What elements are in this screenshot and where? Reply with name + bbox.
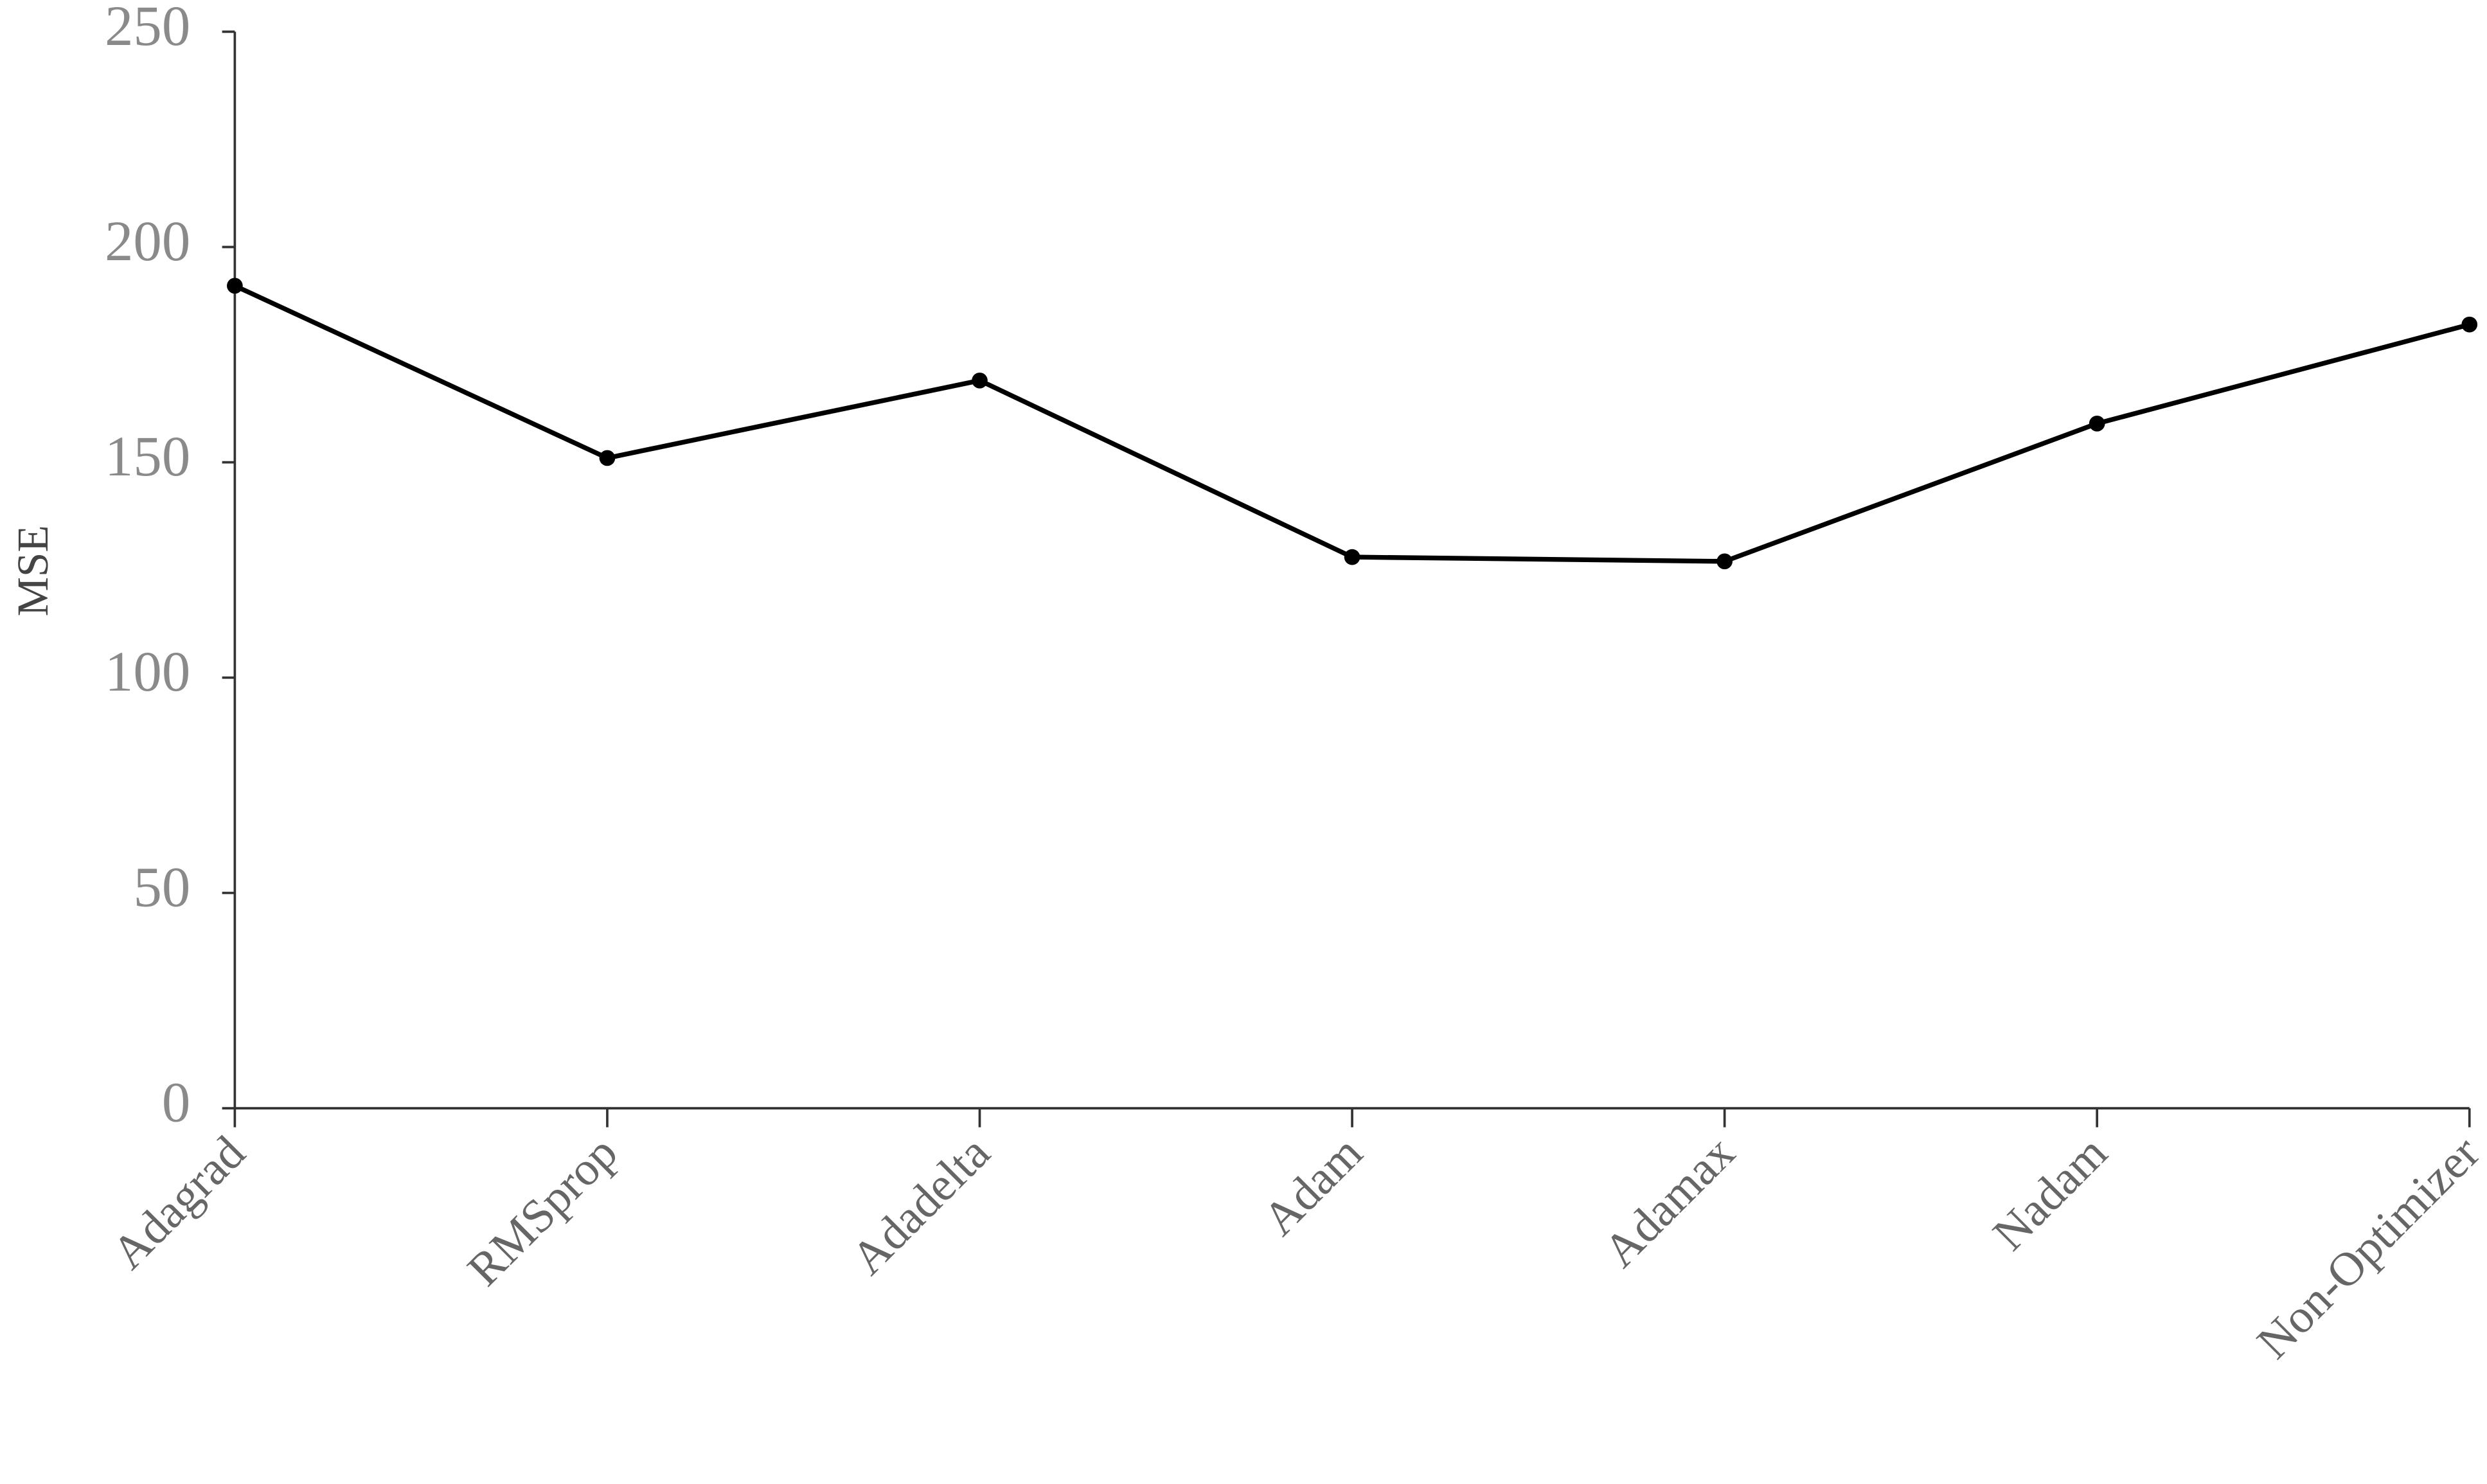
line	[233, 283, 2470, 564]
x-tick-label: Non-Optimizer	[2247, 1126, 2487, 1369]
point	[1716, 553, 1733, 570]
point	[599, 450, 616, 466]
y-tick-label: 50	[133, 856, 190, 919]
point	[2089, 415, 2105, 432]
y-tick-label: 200	[105, 210, 190, 273]
x-tick-label: RMSprop	[458, 1126, 627, 1296]
x-tick-label: Adadelta	[841, 1126, 1000, 1285]
point	[972, 372, 988, 389]
x-tick-label: Nadam	[1983, 1126, 2117, 1260]
x-tick-label: Adam	[1253, 1126, 1373, 1246]
x-tick-label: Adamax	[1594, 1126, 1745, 1277]
point	[2461, 316, 2478, 333]
y-tick-label: 150	[105, 425, 190, 488]
y-axis-label: MSE	[8, 525, 57, 616]
y-tick-label: 0	[162, 1071, 190, 1134]
x-tick-label: Adagrad	[102, 1126, 255, 1279]
point	[1344, 549, 1360, 565]
y-tick-label: 250	[105, 0, 190, 58]
point	[227, 278, 243, 294]
y-tick-label: 100	[105, 640, 190, 703]
